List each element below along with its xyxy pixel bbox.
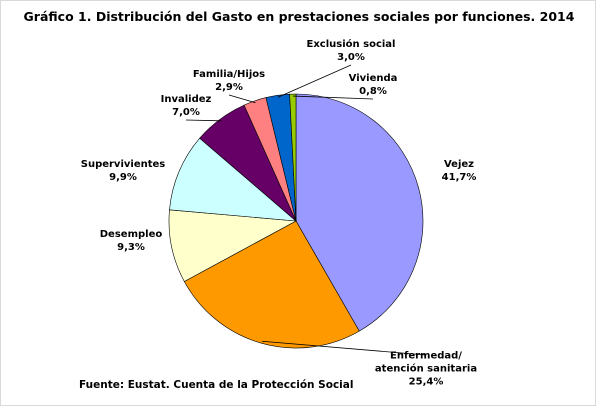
leader-line [292, 95, 374, 100]
leader-line [261, 340, 427, 356]
category-label: Vejez [443, 159, 475, 170]
slice-label: Enfermedad/ atención sanitaria 25,4% [375, 350, 477, 389]
slice-label: Vivienda 0,8% [349, 72, 398, 98]
value-label: 9,9% [109, 172, 137, 183]
slice-label: Familia/Hijos 2,9% [193, 68, 265, 94]
value-label: 9,3% [117, 242, 145, 253]
slice-label: Invalidez 7,0% [161, 93, 212, 119]
value-label: 7,0% [172, 107, 200, 118]
slice-label: Vejez 41,7% [442, 158, 477, 184]
category-label: Enfermedad/ atención sanitaria [374, 350, 478, 375]
category-label: Familia/Hijos [192, 69, 266, 80]
source-note: Fuente: Eustat. Cuenta de la Protección … [79, 379, 354, 391]
value-label: 25,4% [408, 376, 444, 388]
pie-slice [169, 137, 297, 222]
category-label: Invalidez [160, 94, 212, 105]
chart-title: Gráfico 1. Distribución del Gasto en pre… [23, 9, 575, 24]
leader-line [185, 119, 222, 122]
slice-label: Desempleo 9,3% [100, 228, 162, 254]
leader-line [228, 94, 256, 104]
slice-label: Supervivientes 9,9% [81, 158, 166, 184]
value-label: 3,0% [337, 52, 365, 63]
pie-slice [183, 220, 360, 349]
value-label: 0,8% [359, 86, 387, 97]
category-label: Exclusión social [306, 39, 396, 50]
category-label: Supervivientes [80, 159, 166, 170]
value-label: 41,7% [441, 172, 477, 183]
pie-slice [289, 93, 297, 222]
category-label: Desempleo [99, 229, 163, 240]
value-label: 2,9% [215, 82, 243, 93]
slice-label: Exclusión social 3,0% [307, 38, 396, 64]
pie-slice [295, 93, 424, 332]
leader-line [277, 64, 352, 98]
category-label: Vivienda [348, 73, 398, 84]
